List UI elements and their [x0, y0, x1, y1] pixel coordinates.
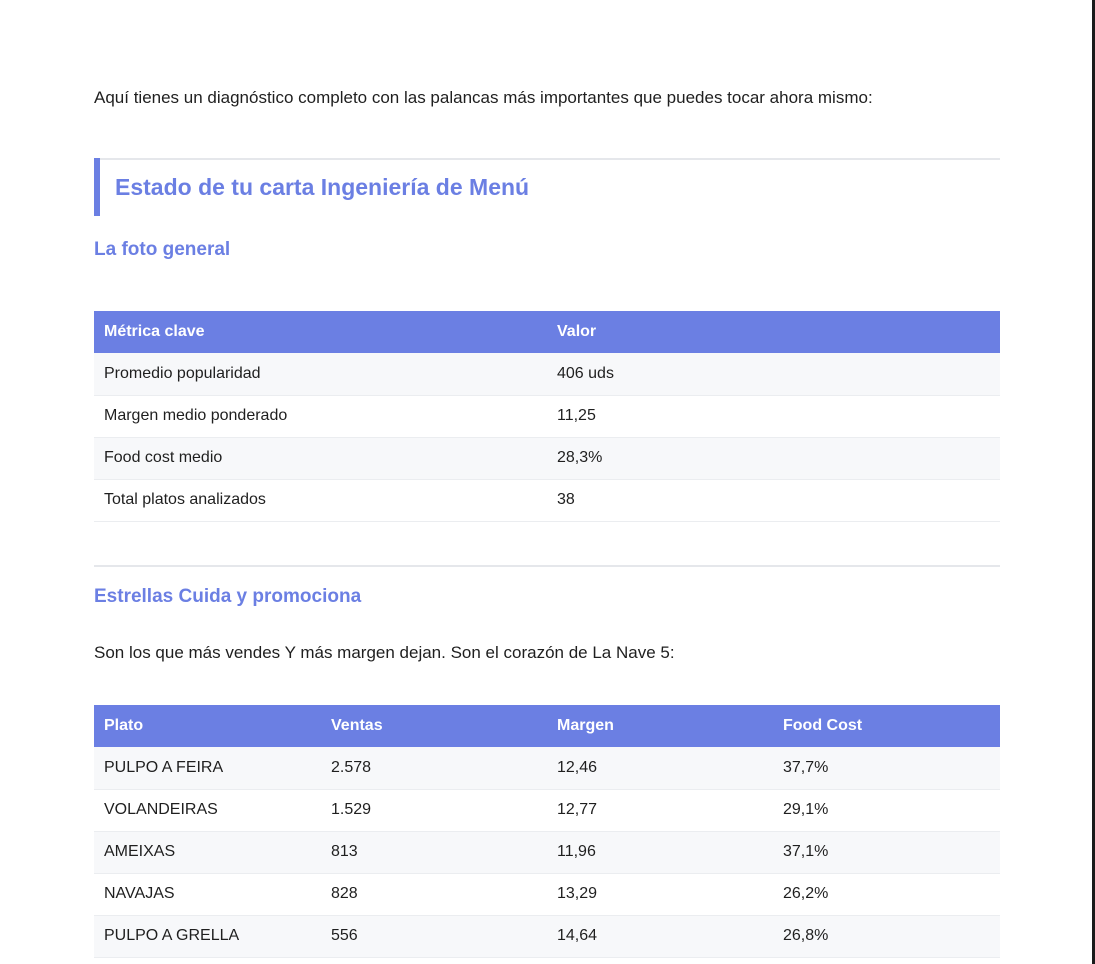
table-row: PULPO A GRELLA 556 14,64 26,8% — [94, 915, 1000, 958]
table-cell: 11,25 — [547, 395, 1000, 438]
table-cell: 37,7% — [773, 747, 1000, 790]
table-cell: 26,8% — [773, 915, 1000, 958]
table-cell: AMEIXAS — [94, 831, 321, 874]
table-cell: 12,77 — [547, 789, 773, 832]
table-cell: 12,46 — [547, 747, 773, 790]
table-cell: 1.529 — [321, 789, 547, 832]
table-row: Total platos analizados 38 — [94, 479, 1000, 522]
intro-paragraph: Aquí tienes un diagnóstico completo con … — [94, 88, 873, 107]
overview-table: Métrica clave Valor Promedio popularidad… — [94, 311, 1000, 522]
table-row: Food cost medio 28,3% — [94, 437, 1000, 480]
window-edge — [1092, 0, 1095, 964]
table-header-row: Métrica clave Valor — [94, 311, 1000, 353]
table-row: Promedio popularidad 406 uds — [94, 353, 1000, 396]
column-header: Margen — [547, 705, 773, 747]
table-cell: Promedio popularidad — [94, 353, 547, 396]
column-header: Food Cost — [773, 705, 1000, 747]
column-header: Plato — [94, 705, 321, 747]
divider — [94, 158, 1000, 160]
table-row: NAVAJAS 828 13,29 26,2% — [94, 873, 1000, 916]
table-cell: NAVAJAS — [94, 873, 321, 916]
table-cell: 11,96 — [547, 831, 773, 874]
table-cell: 556 — [321, 915, 547, 958]
table-cell: 14,64 — [547, 915, 773, 958]
table-cell: 28,3% — [547, 437, 1000, 480]
table-cell: PULPO A GRELLA — [94, 915, 321, 958]
table-cell: 813 — [321, 831, 547, 874]
section-heading: Estado de tu carta Ingeniería de Menú — [94, 158, 1000, 216]
table-cell: Food cost medio — [94, 437, 547, 480]
stars-table: Plato Ventas Margen Food Cost PULPO A FE… — [94, 705, 1000, 958]
table-cell: VOLANDEIRAS — [94, 789, 321, 832]
column-header: Valor — [547, 311, 1000, 353]
table-cell: 38 — [547, 479, 1000, 522]
table-cell: 29,1% — [773, 789, 1000, 832]
divider — [94, 565, 1000, 567]
column-header: Ventas — [321, 705, 547, 747]
overview-heading: La foto general — [94, 239, 231, 260]
section-title: Estado de tu carta Ingeniería de Menú — [115, 174, 530, 200]
table-cell: Margen medio ponderado — [94, 395, 547, 438]
table-cell: 406 uds — [547, 353, 1000, 396]
stars-heading: Estrellas Cuida y promociona — [94, 586, 362, 607]
table-cell: PULPO A FEIRA — [94, 747, 321, 790]
table-cell: Total platos analizados — [94, 479, 547, 522]
table-cell: 828 — [321, 873, 547, 916]
table-row: PULPO A FEIRA 2.578 12,46 37,7% — [94, 747, 1000, 790]
table-cell: 2.578 — [321, 747, 547, 790]
heading-accent-bar — [94, 158, 100, 216]
table-header-row: Plato Ventas Margen Food Cost — [94, 705, 1000, 747]
table-row: AMEIXAS 813 11,96 37,1% — [94, 831, 1000, 874]
table-row: VOLANDEIRAS 1.529 12,77 29,1% — [94, 789, 1000, 832]
table-cell: 37,1% — [773, 831, 1000, 874]
table-cell: 26,2% — [773, 873, 1000, 916]
stars-description: Son los que más vendes Y más margen deja… — [94, 643, 675, 662]
column-header: Métrica clave — [94, 311, 547, 353]
table-cell: 13,29 — [547, 873, 773, 916]
table-row: Margen medio ponderado 11,25 — [94, 395, 1000, 438]
